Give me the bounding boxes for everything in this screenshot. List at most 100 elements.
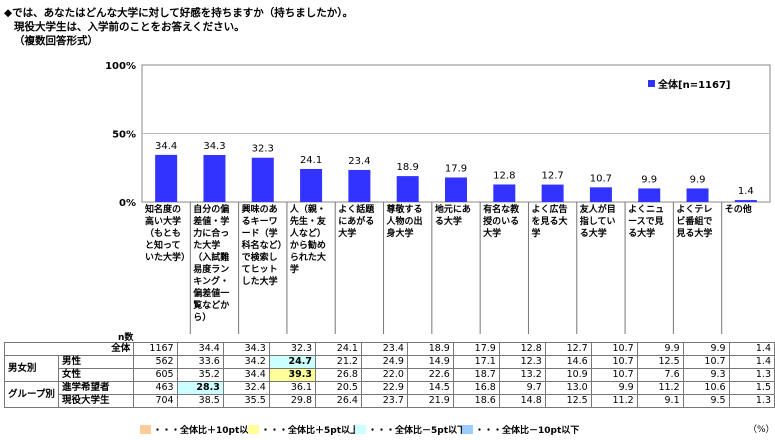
data-label: 34.4: [155, 141, 177, 152]
bar: [589, 187, 612, 202]
table-cell: 32.3: [268, 342, 317, 356]
table-cell: 39.3: [268, 368, 317, 382]
bar: [251, 157, 274, 202]
table-cell: 14.6: [544, 355, 592, 369]
highlight-label: ・・・全体比－5pt以下: [368, 426, 467, 436]
legend-swatch: [648, 80, 655, 87]
table-cell: 17.9: [452, 342, 500, 356]
table-cell: 32.4: [222, 381, 270, 395]
category-label: 興味のあるキーワード（学科名など）で検索してヒットした大学: [241, 205, 283, 287]
legend-label: 全体[n=1167]: [658, 80, 731, 91]
table-cell: 22.9: [360, 381, 408, 395]
bar: [396, 176, 419, 202]
bar: [155, 154, 178, 202]
table-cell: 9.1: [636, 394, 684, 408]
table-cell: 18.9: [406, 342, 454, 356]
table-cell: 12.5: [636, 355, 684, 369]
question-line-1: ◆では、あなたはどんな大学に対して好感を持ちますか（持ちましたか）。: [4, 7, 354, 19]
table-cell: 1.4: [728, 342, 775, 356]
data-label: 24.1: [300, 155, 322, 166]
bar: [348, 169, 371, 202]
table-cell: 10.7: [682, 355, 730, 369]
data-label: 9.9: [690, 174, 706, 185]
highlight-legend-item: ・・・全体比－10pt以下: [462, 423, 579, 436]
table-cell: 9.7: [498, 381, 546, 395]
table-cell: 18.7: [452, 368, 500, 382]
bar: [686, 188, 709, 202]
table-cell: 21.9: [406, 394, 454, 408]
bar: [300, 168, 323, 202]
table-cell: 34.3: [222, 342, 270, 356]
highlight-label: ・・・全体比－10pt以下: [475, 426, 580, 436]
data-label: 32.3: [252, 144, 274, 155]
table-cell: 17.1: [452, 355, 500, 369]
bar: [638, 188, 661, 202]
category-label: 尊敬する人物の出身大学: [386, 205, 423, 239]
table-cell: 9.9: [636, 342, 684, 356]
table-cell: 9.9: [590, 381, 638, 395]
row-label: 男性: [57, 355, 135, 369]
data-table: 全体 1167 34.4 34.3 32.3 24.1 23.4 18.9 17.9 12.8 12…: [4, 342, 775, 408]
category-label: 有名な教授のいる大学: [483, 205, 520, 239]
category-label: 友人が目指している大学: [579, 205, 616, 239]
table-cell: 12.8: [498, 342, 546, 356]
table-cell: 21.2: [315, 355, 362, 369]
y-tick-label: 100%: [105, 61, 136, 72]
n-header: n数: [118, 333, 134, 343]
highlight-legend-item: ・・・全体比＋5pt以上: [248, 423, 359, 436]
table-cell: 38.5: [176, 394, 224, 408]
data-label: 1.4: [738, 186, 754, 197]
table-row: 女性 605 35.2 34.4 39.3 26.8 22.0 22.6 18.7 13.2 10.…: [5, 368, 775, 382]
data-label: 10.7: [590, 173, 612, 184]
data-label: 12.8: [493, 170, 515, 181]
n-count: 704: [133, 394, 178, 408]
category-label: 知名度の高い大学（もともと知っていた大学）: [145, 205, 190, 263]
data-label: 23.4: [348, 156, 370, 167]
highlight-swatch: [140, 425, 151, 434]
table-cell: 13.2: [498, 368, 546, 382]
table-cell: 18.6: [452, 394, 500, 408]
data-label: 18.9: [397, 162, 419, 173]
category-label: よく話題にあがる大学: [338, 205, 375, 239]
row-label: 進学希望者: [57, 381, 135, 395]
highlight-swatch: [355, 425, 366, 434]
table-row: グループ別 進学希望者 463 28.3 32.4 36.1 20.5 22.9 14.5 16.…: [4, 381, 775, 408]
bar: [203, 155, 226, 202]
table-cell: 11.2: [636, 381, 684, 395]
highlight-label: ・・・全体比＋10pt以上: [153, 426, 258, 436]
table-cell: 14.8: [498, 394, 546, 408]
table-cell: 22.0: [360, 368, 408, 382]
highlight-swatch: [462, 425, 473, 434]
bar: [541, 184, 564, 202]
table-cell: 24.1: [315, 342, 362, 356]
table-row: 男女別 男性 562 33.6 34.2 24.7 21.2 24.9 14.9 17.1 12.3…: [4, 355, 775, 382]
n-count: 605: [133, 368, 178, 382]
table-cell: 10.6: [682, 381, 730, 395]
table-cell: 10.7: [590, 368, 638, 382]
table-cell: 35.2: [176, 368, 224, 382]
bar: [493, 184, 516, 202]
table-cell: 7.6: [636, 368, 684, 382]
row-label: 全体: [58, 342, 135, 356]
category-label: 自分の偏差値・学力に合った大学（入試難易度ランキング・偏差値一覧などから）: [193, 205, 230, 323]
table-cell: 28.3: [176, 381, 224, 395]
table-cell: 10.7: [590, 342, 638, 356]
data-label: 9.9: [641, 174, 657, 185]
highlight-swatch: [248, 425, 259, 434]
table-cell: 34.4: [176, 342, 224, 356]
data-label: 34.3: [203, 141, 225, 152]
table-cell: 23.4: [360, 342, 408, 356]
table-cell: 24.7: [268, 355, 317, 369]
question-line-2: 現役大学生は、入学前のことをお答えください。: [14, 21, 245, 33]
table-cell: 12.5: [544, 394, 592, 408]
table-cell: 26.8: [315, 368, 362, 382]
table-cell: 34.2: [222, 355, 270, 369]
y-tick-label: 0%: [119, 198, 136, 209]
table-cell: 20.5: [315, 381, 362, 395]
category-label: 人（親・先生・友人など）から勧められた大学: [289, 205, 326, 275]
table-cell: 34.4: [222, 368, 270, 382]
category-label: よく広告を見る大学: [531, 205, 568, 239]
bar: [734, 200, 757, 202]
n-count: 463: [133, 381, 178, 395]
table-cell: 36.1: [268, 381, 317, 395]
